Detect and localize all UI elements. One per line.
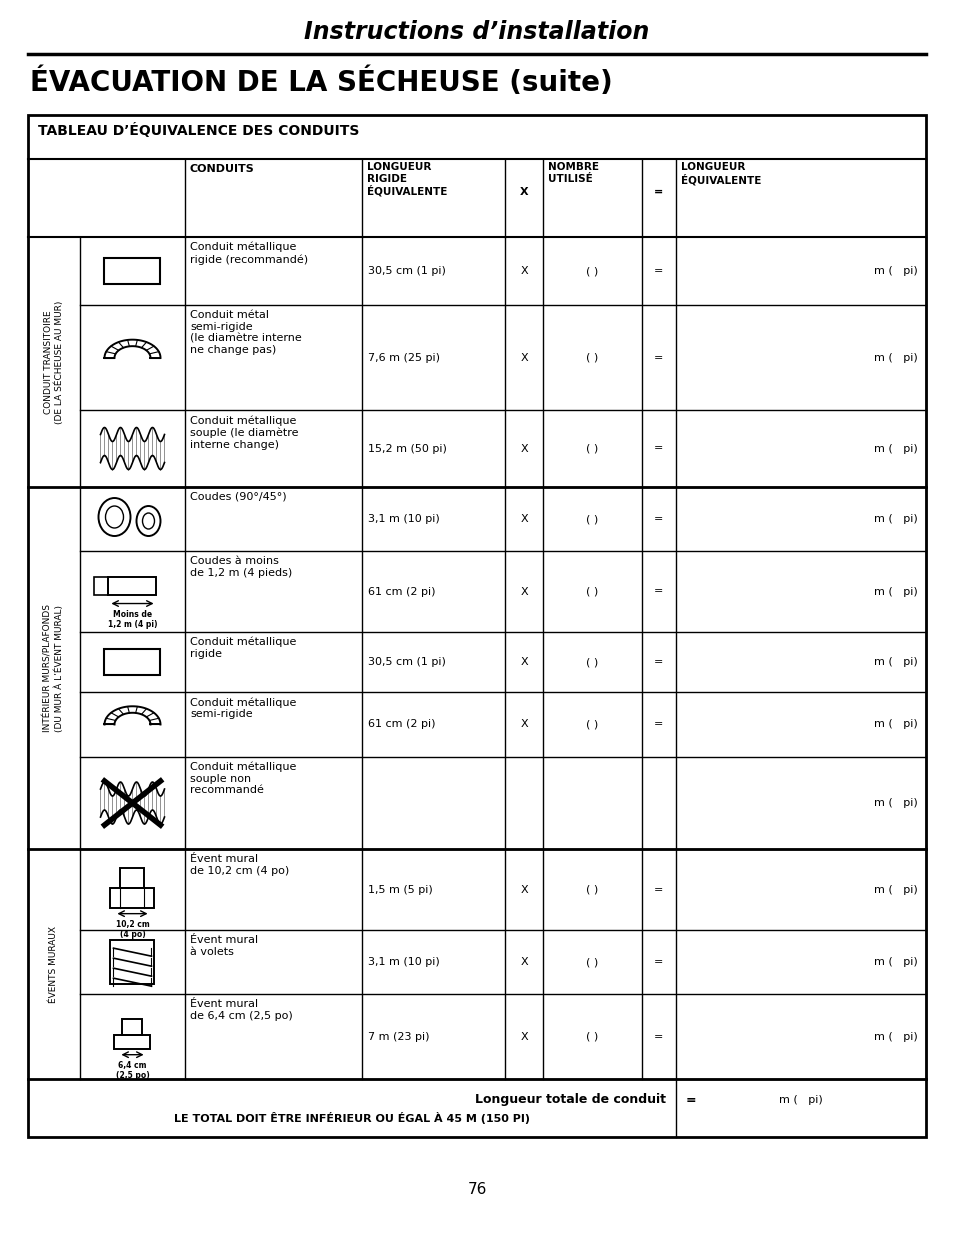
Text: ( ): ( ) (586, 587, 598, 597)
Text: m (   pi): m ( pi) (873, 587, 917, 597)
Text: Conduit métallique
rigide (recommandé): Conduit métallique rigide (recommandé) (190, 242, 308, 264)
Text: X: X (519, 443, 527, 453)
Text: ( ): ( ) (586, 353, 598, 363)
Text: LONGUEUR
ÉQUIVALENTE: LONGUEUR ÉQUIVALENTE (680, 162, 760, 185)
Text: ( ): ( ) (586, 267, 598, 277)
Text: Coudes (90°/45°): Coudes (90°/45°) (190, 492, 286, 501)
Text: =: = (654, 657, 663, 667)
Text: X: X (519, 514, 527, 524)
Text: Longueur totale de conduit: Longueur totale de conduit (475, 1093, 665, 1107)
Text: m (   pi): m ( pi) (873, 798, 917, 808)
Text: Conduit métal
semi-rigide
(le diamètre interne
ne change pas): Conduit métal semi-rigide (le diamètre i… (190, 310, 301, 356)
Text: ( ): ( ) (586, 957, 598, 967)
Text: m (   pi): m ( pi) (873, 514, 917, 524)
Text: Moins de
1,2 m (4 pi): Moins de 1,2 m (4 pi) (108, 610, 157, 629)
Text: Instructions d’installation: Instructions d’installation (304, 20, 649, 44)
Bar (94, 577, 109, 594)
Text: m (   pi): m ( pi) (873, 267, 917, 277)
Text: NOMBRE
UTILISÉ: NOMBRE UTILISÉ (547, 162, 598, 184)
Text: X: X (519, 267, 527, 277)
Text: LONGUEUR
RIGIDE
ÉQUIVALENTE: LONGUEUR RIGIDE ÉQUIVALENTE (367, 162, 447, 198)
Text: =: = (654, 267, 663, 277)
Text: Conduit métallique
rigide: Conduit métallique rigide (190, 637, 296, 659)
Ellipse shape (142, 513, 154, 529)
Text: CONDUITS: CONDUITS (190, 164, 254, 174)
Text: =: = (654, 1031, 663, 1041)
Text: TABLEAU D’ÉQUIVALENCE DES CONDUITS: TABLEAU D’ÉQUIVALENCE DES CONDUITS (38, 124, 359, 138)
Text: X: X (519, 657, 527, 667)
Text: Conduit métallique
semi-rigide: Conduit métallique semi-rigide (190, 698, 296, 719)
Text: X: X (519, 186, 528, 198)
Text: X: X (519, 353, 527, 363)
Bar (28, 115, 925, 1137)
Bar (105, 650, 160, 676)
Text: Évent mural
de 6,4 cm (2,5 po): Évent mural de 6,4 cm (2,5 po) (190, 999, 293, 1021)
Bar (109, 577, 156, 594)
Text: =: = (685, 1093, 696, 1107)
Text: X: X (519, 720, 527, 730)
Bar (114, 1035, 151, 1049)
Text: 6,4 cm
(2,5 po): 6,4 cm (2,5 po) (115, 1061, 150, 1081)
Text: m (   pi): m ( pi) (873, 884, 917, 894)
Text: LE TOTAL DOIT ÊTRE INFÉRIEUR OU ÉGAL À 45 M (150 PI): LE TOTAL DOIT ÊTRE INFÉRIEUR OU ÉGAL À 4… (173, 1112, 530, 1124)
Text: =: = (654, 587, 663, 597)
Text: ÉVACUATION DE LA SÉCHEUSE (suite): ÉVACUATION DE LA SÉCHEUSE (suite) (30, 67, 612, 96)
Text: 76: 76 (467, 1182, 486, 1198)
Text: m (   pi): m ( pi) (873, 957, 917, 967)
Text: Évent mural
à volets: Évent mural à volets (190, 935, 258, 957)
Text: =: = (654, 186, 663, 198)
Text: INTÉRIEUR MURS/PLAFONDS
(DU MUR À L’ÉVENT MURAL): INTÉRIEUR MURS/PLAFONDS (DU MUR À L’ÉVEN… (44, 604, 64, 732)
Text: =: = (654, 720, 663, 730)
Text: m (   pi): m ( pi) (779, 1095, 822, 1105)
Text: 61 cm (2 pi): 61 cm (2 pi) (368, 720, 435, 730)
Text: Évent mural
de 10,2 cm (4 po): Évent mural de 10,2 cm (4 po) (190, 855, 289, 876)
Bar (120, 868, 144, 888)
Text: 10,2 cm
(4 po): 10,2 cm (4 po) (115, 920, 150, 939)
Text: X: X (519, 1031, 527, 1041)
Text: =: = (654, 443, 663, 453)
Text: ( ): ( ) (586, 514, 598, 524)
Text: Conduit métallique
souple (le diamètre
interne change): Conduit métallique souple (le diamètre i… (190, 415, 298, 450)
Text: 1,5 m (5 pi): 1,5 m (5 pi) (368, 884, 433, 894)
Text: 3,1 m (10 pi): 3,1 m (10 pi) (368, 514, 439, 524)
Text: 30,5 cm (1 pi): 30,5 cm (1 pi) (368, 267, 445, 277)
Text: =: = (654, 353, 663, 363)
Bar (111, 888, 154, 908)
Text: =: = (654, 957, 663, 967)
Text: 30,5 cm (1 pi): 30,5 cm (1 pi) (368, 657, 445, 667)
Bar (122, 1019, 142, 1035)
Text: =: = (654, 514, 663, 524)
Text: CONDUIT TRANSITOIRE
(DE LA SÉCHEUSE AU MUR): CONDUIT TRANSITOIRE (DE LA SÉCHEUSE AU M… (44, 300, 64, 424)
Text: m (   pi): m ( pi) (873, 720, 917, 730)
Text: 7,6 m (25 pi): 7,6 m (25 pi) (368, 353, 439, 363)
Text: 3,1 m (10 pi): 3,1 m (10 pi) (368, 957, 439, 967)
Text: m (   pi): m ( pi) (873, 443, 917, 453)
Text: m (   pi): m ( pi) (873, 1031, 917, 1041)
Text: ( ): ( ) (586, 720, 598, 730)
Text: =: = (654, 884, 663, 894)
Bar (105, 258, 160, 284)
Text: ÉVENTS MURAUX: ÉVENTS MURAUX (50, 926, 58, 1003)
Text: m (   pi): m ( pi) (873, 657, 917, 667)
Text: ( ): ( ) (586, 443, 598, 453)
Text: X: X (519, 884, 527, 894)
Text: 15,2 m (50 pi): 15,2 m (50 pi) (368, 443, 446, 453)
Text: Coudes à moins
de 1,2 m (4 pieds): Coudes à moins de 1,2 m (4 pieds) (190, 556, 292, 578)
Text: 61 cm (2 pi): 61 cm (2 pi) (368, 587, 435, 597)
Bar (111, 940, 154, 984)
Text: ( ): ( ) (586, 657, 598, 667)
Text: ( ): ( ) (586, 884, 598, 894)
Text: Conduit métallique
souple non
recommandé: Conduit métallique souple non recommandé (190, 762, 296, 795)
Text: X: X (519, 587, 527, 597)
Text: 7 m (23 pi): 7 m (23 pi) (368, 1031, 429, 1041)
Text: ( ): ( ) (586, 1031, 598, 1041)
Text: X: X (519, 957, 527, 967)
Ellipse shape (106, 506, 123, 529)
Text: m (   pi): m ( pi) (873, 353, 917, 363)
